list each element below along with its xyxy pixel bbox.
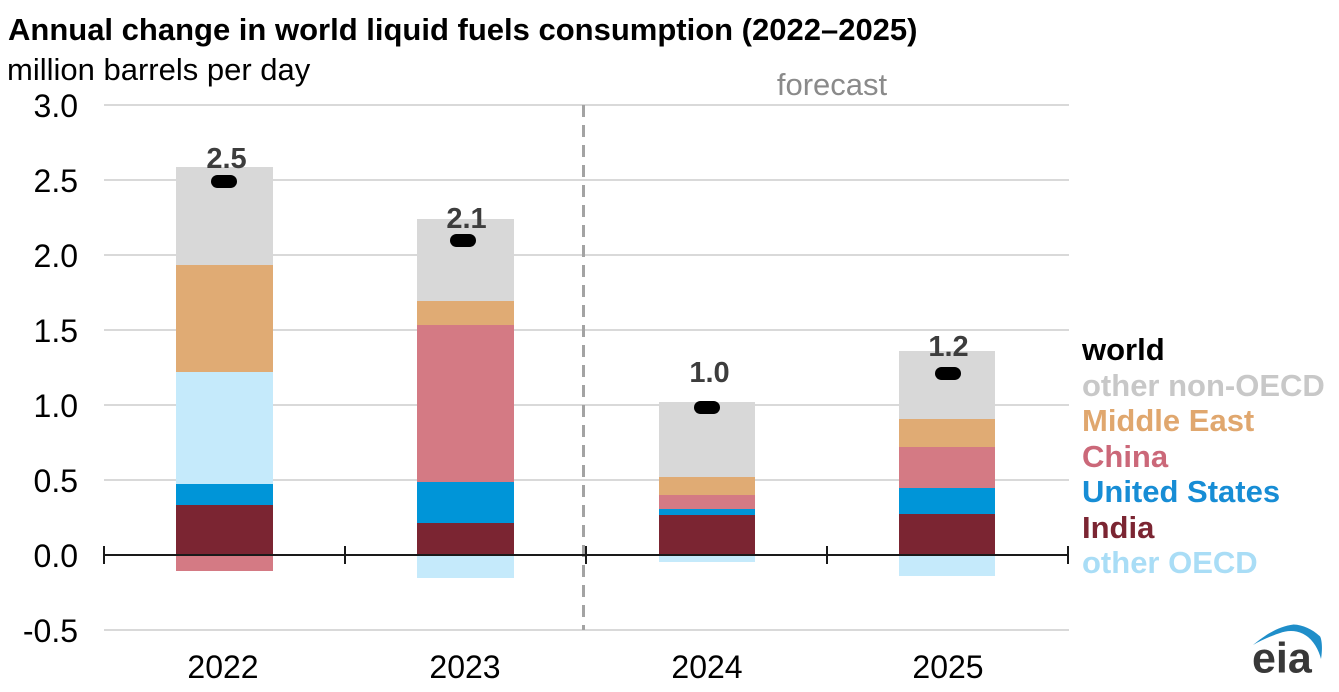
svg-text:eia: eia — [1252, 635, 1313, 683]
